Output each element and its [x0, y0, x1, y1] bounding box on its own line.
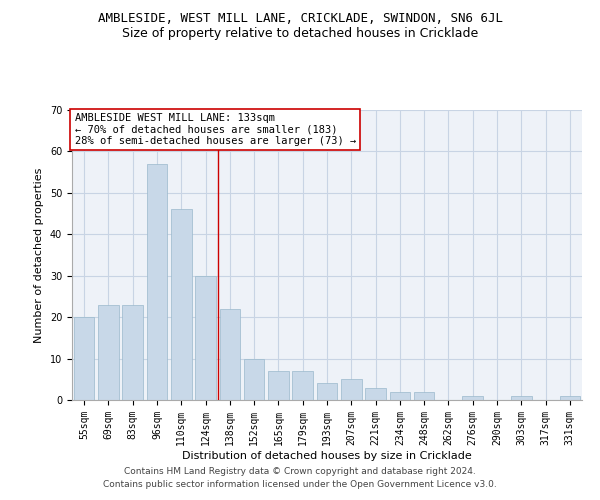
Bar	[317, 384, 337, 400]
Y-axis label: Number of detached properties: Number of detached properties	[34, 168, 44, 342]
Bar	[511, 396, 532, 400]
Bar	[122, 304, 143, 400]
Bar	[365, 388, 386, 400]
Bar	[268, 371, 289, 400]
Bar	[560, 396, 580, 400]
Bar	[244, 358, 265, 400]
Bar	[292, 371, 313, 400]
X-axis label: Distribution of detached houses by size in Cricklade: Distribution of detached houses by size …	[182, 450, 472, 460]
Bar	[146, 164, 167, 400]
Bar	[74, 317, 94, 400]
Text: AMBLESIDE WEST MILL LANE: 133sqm
← 70% of detached houses are smaller (183)
28% : AMBLESIDE WEST MILL LANE: 133sqm ← 70% o…	[74, 113, 356, 146]
Bar	[98, 304, 119, 400]
Text: Size of property relative to detached houses in Cricklade: Size of property relative to detached ho…	[122, 28, 478, 40]
Bar	[414, 392, 434, 400]
Bar	[389, 392, 410, 400]
Text: Contains HM Land Registry data © Crown copyright and database right 2024.: Contains HM Land Registry data © Crown c…	[124, 467, 476, 476]
Bar	[171, 210, 191, 400]
Bar	[463, 396, 483, 400]
Bar	[195, 276, 216, 400]
Text: AMBLESIDE, WEST MILL LANE, CRICKLADE, SWINDON, SN6 6JL: AMBLESIDE, WEST MILL LANE, CRICKLADE, SW…	[97, 12, 503, 26]
Bar	[341, 380, 362, 400]
Text: Contains public sector information licensed under the Open Government Licence v3: Contains public sector information licen…	[103, 480, 497, 489]
Bar	[220, 309, 240, 400]
